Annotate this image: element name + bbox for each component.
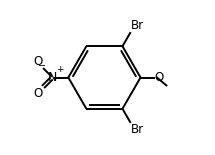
Text: −: − (38, 60, 46, 71)
Text: +: + (56, 65, 63, 74)
Text: N: N (48, 71, 57, 84)
Text: Br: Br (131, 19, 144, 32)
Text: Br: Br (131, 123, 144, 136)
Text: O: O (34, 87, 43, 100)
Text: O: O (154, 71, 163, 84)
Text: O: O (34, 55, 43, 68)
